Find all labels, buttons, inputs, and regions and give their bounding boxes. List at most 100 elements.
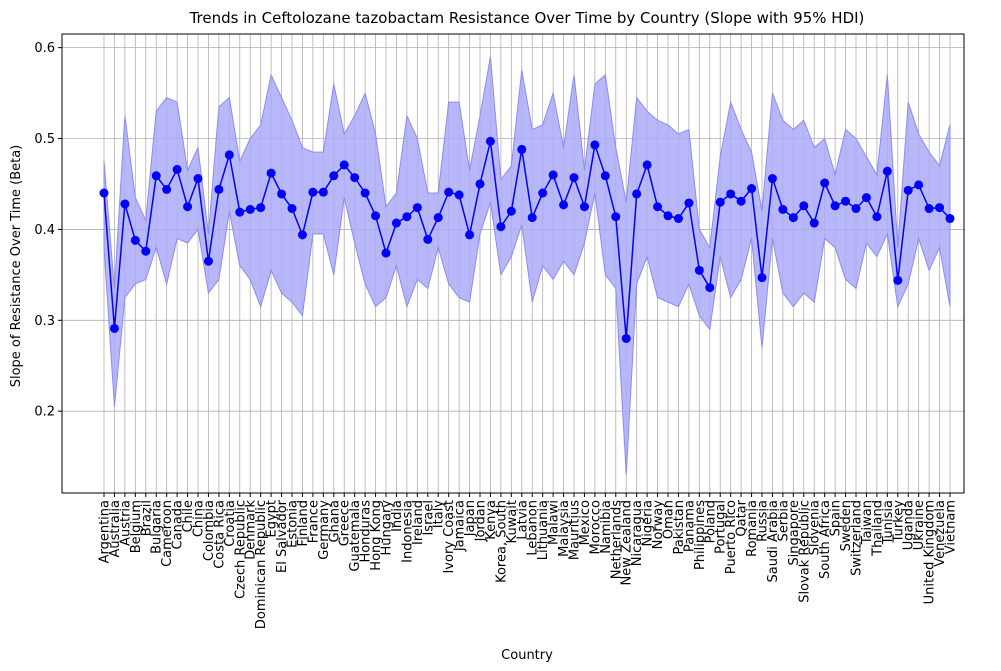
data-point (705, 283, 715, 293)
x-tick-label: Canada (171, 500, 186, 549)
data-point (673, 214, 683, 224)
x-tick-label: Sweden (839, 500, 854, 551)
x-tick-label: Slovak Republic (797, 500, 812, 603)
x-tick-label: South Africa (818, 500, 833, 579)
data-point (882, 166, 892, 176)
x-tick-label: Norway (651, 500, 666, 550)
x-tick-label: Estonia (286, 500, 301, 548)
x-tick-label: Uganda (902, 500, 917, 550)
data-point (579, 202, 589, 212)
x-tick-label: France (306, 500, 321, 543)
y-axis-ticks: 0.2 0.3 0.4 0.5 0.6 (34, 41, 62, 420)
x-tick-label: Hong Kong (369, 500, 384, 571)
x-tick-label: China (192, 500, 207, 537)
x-tick-label: Poland (703, 500, 718, 543)
x-tick-label: Croatia (223, 500, 238, 547)
x-tick-label: Kenya (484, 500, 499, 540)
x-tick-label: Taiwan (860, 500, 875, 545)
x-tick-label: Malaysia (557, 500, 572, 557)
x-tick-label: Thailand (870, 500, 885, 557)
x-tick-label: Dominican Republic (254, 500, 269, 629)
x-tick-label: Argentina (98, 500, 113, 563)
data-point (99, 188, 109, 198)
hdi-band (103, 56, 951, 475)
data-point (256, 203, 266, 213)
data-point (193, 174, 203, 184)
data-point (788, 213, 798, 223)
data-point (632, 189, 642, 199)
x-tick-label: El Salvador (275, 499, 290, 573)
x-tick-label: Bulgaria (150, 500, 165, 554)
x-tick-label: Serbia (776, 500, 791, 541)
data-point (329, 171, 339, 181)
y-tick-label: 0.5 (34, 132, 55, 147)
x-tick-label: Mauritius (568, 500, 583, 560)
data-point (914, 180, 924, 190)
y-axis-title: Slope of Resistance Over Time (Beta) (9, 145, 24, 388)
x-tick-label: Russia (756, 500, 771, 542)
x-tick-label: Kuwait (505, 500, 520, 543)
data-point (402, 212, 412, 222)
data-point (412, 203, 422, 213)
x-tick-label: Ireland (411, 500, 426, 545)
data-point (485, 136, 495, 146)
x-tick-label: Egypt (265, 500, 280, 538)
x-axis-title: Country (501, 648, 553, 663)
data-point (851, 204, 861, 214)
x-tick-label: Italy (432, 500, 447, 529)
x-tick-label: Guatemala (348, 500, 363, 572)
data-point (726, 189, 736, 199)
x-tick-label: Nicaragua (630, 500, 645, 566)
x-tick-label: Indonesia (400, 500, 415, 563)
x-axis-ticks: ArgentinaAustraliaAustriaBelgiumBrazilBu… (98, 493, 959, 629)
x-tick-label: Puerto Rico (724, 500, 739, 574)
gridlines (62, 34, 964, 493)
data-point (621, 333, 631, 343)
x-tick-label: Romania (745, 500, 760, 557)
slope-line (103, 141, 951, 339)
data-point (120, 199, 130, 209)
x-tick-label: Denmark (244, 500, 259, 560)
data-point (496, 222, 506, 232)
x-tick-label: Finland (296, 500, 311, 546)
data-point (684, 198, 694, 208)
data-point (109, 323, 119, 333)
data-point (820, 178, 830, 188)
x-tick-label: Singapore (787, 500, 802, 566)
data-point (517, 144, 527, 154)
x-tick-label: Germany (317, 500, 332, 560)
x-tick-label: Spain (829, 500, 844, 536)
data-point (130, 235, 140, 245)
data-points (99, 136, 955, 343)
x-tick-label: New Zealand (620, 500, 635, 585)
data-point (736, 196, 746, 206)
data-point (830, 201, 840, 211)
x-tick-label: Jordan (474, 500, 489, 542)
x-tick-label: Mexico (578, 500, 593, 545)
data-point (183, 202, 193, 212)
data-point (465, 230, 475, 240)
data-point (893, 275, 903, 285)
data-point (527, 213, 537, 223)
data-point (318, 187, 328, 197)
x-tick-label: Netherlands (609, 500, 624, 579)
x-tick-label: Honduras (359, 500, 374, 563)
y-tick-label: 0.2 (34, 405, 55, 420)
x-tick-label: Oman (662, 500, 677, 539)
x-tick-label: Cameroon (160, 500, 175, 567)
x-tick-label: Switzerland (850, 500, 865, 576)
data-point (799, 201, 809, 211)
data-point (360, 188, 370, 198)
y-tick-label: 0.3 (34, 314, 55, 329)
data-point (391, 218, 401, 228)
x-tick-label: Tunisia (881, 500, 896, 545)
data-point (872, 212, 882, 222)
data-point (590, 140, 600, 150)
x-tick-label: Portugal (714, 500, 729, 554)
x-tick-label: Vietnam (944, 500, 959, 554)
data-point (767, 174, 777, 184)
data-point (224, 150, 234, 160)
x-tick-label: Ivory Coast (442, 500, 457, 574)
x-tick-label: Australia (108, 500, 123, 558)
